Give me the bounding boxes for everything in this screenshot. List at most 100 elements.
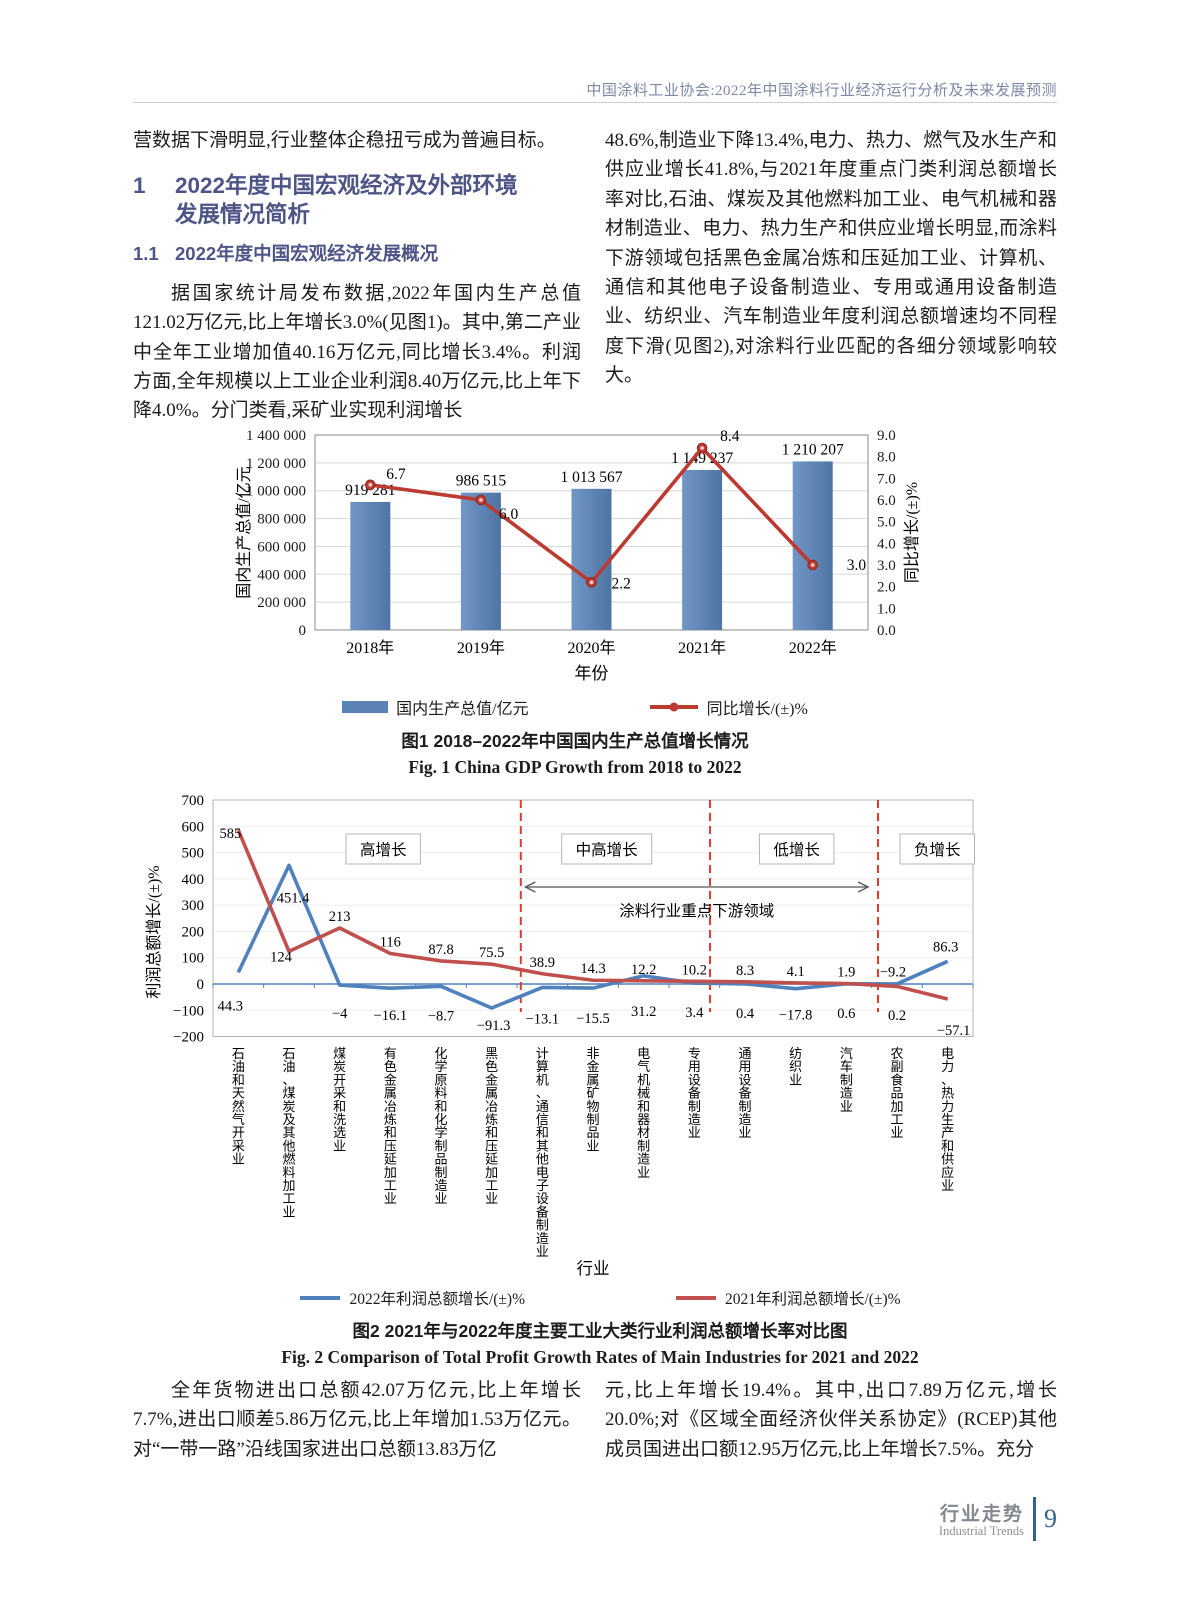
figure-2-caption-cn: 图2 2021年与2022年度主要工业大类行业利润总额增长率对比图 — [352, 1321, 848, 1341]
left-column: 营数据下滑明显,行业整体企稳扭亏成为普遍目标。 1 2022年度中国宏观经济及外… — [133, 126, 581, 426]
bottom-left-column: 全年货物进出口总额42.07万亿元,比上年增长7.7%,进出口顺差5.86万亿元… — [133, 1376, 581, 1464]
svg-text:−91.3: −91.3 — [477, 1018, 511, 1034]
svg-text:石油、煤炭及其他燃料加工业: 石油、煤炭及其他燃料加工业 — [282, 1046, 295, 1219]
svg-text:6.0: 6.0 — [877, 493, 896, 509]
svg-text:−100: −100 — [173, 1003, 204, 1019]
svg-text:100: 100 — [182, 951, 205, 967]
svg-text:800 000: 800 000 — [257, 512, 306, 528]
svg-text:700: 700 — [182, 793, 205, 809]
svg-text:400 000: 400 000 — [257, 567, 306, 583]
figure-1-legend: 国内生产总值/亿元 同比增长/(±)% — [225, 695, 925, 719]
section-1-1-number: 1.1 — [133, 243, 159, 265]
svg-text:116: 116 — [380, 935, 401, 951]
legend-item-growth: 同比增长/(±)% — [649, 695, 808, 719]
svg-text:14.3: 14.3 — [580, 961, 605, 977]
figure-2: 700 600 500 400 300 200 100 0 −100 −200 高增长 中高增长 低增长… — [140, 790, 1060, 1368]
svg-text:1 210 207: 1 210 207 — [782, 441, 844, 458]
svg-text:585: 585 — [219, 826, 241, 842]
left-intro-line: 营数据下滑明显,行业整体企稳扭亏成为普遍目标。 — [133, 130, 556, 151]
svg-text:0.0: 0.0 — [877, 623, 896, 639]
footer-title-en: Industrial Trends — [938, 1524, 1024, 1538]
svg-text:8.3: 8.3 — [736, 963, 754, 979]
svg-text:负增长: 负增长 — [914, 841, 961, 859]
svg-text:87.8: 87.8 — [428, 942, 453, 958]
svg-text:2020年: 2020年 — [567, 639, 615, 657]
svg-text:黑色金属冶炼和压延加工业: 黑色金属冶炼和压延加工业 — [485, 1046, 498, 1206]
gdp-bar-swatch — [342, 701, 389, 713]
svg-text:非金属矿物制品业: 非金属矿物制品业 — [586, 1046, 599, 1153]
svg-text:专用设备制造业: 专用设备制造业 — [688, 1046, 701, 1140]
line-2021-swatch — [676, 1296, 716, 1300]
fig2-axis-title: 利润总额增长/(±)% — [145, 865, 163, 998]
svg-text:2.2: 2.2 — [612, 575, 631, 592]
svg-text:农副食品加工业: 农副食品加工业 — [890, 1046, 903, 1140]
figure-1-caption-en: Fig. 1 China GDP Growth from 2018 to 202… — [408, 757, 742, 777]
svg-text:汽车制造业: 汽车制造业 — [840, 1046, 853, 1114]
zone-labels: 高增长 中高增长 低增长 负增长 — [345, 833, 976, 865]
svg-text:7.0: 7.0 — [877, 471, 896, 487]
svg-text:4.0: 4.0 — [877, 536, 896, 552]
svg-text:9.0: 9.0 — [877, 428, 896, 444]
figure-1-caption-cn: 图1 2018–2022年中国国内生产总值增长情况 — [401, 731, 749, 751]
bottom-left-paragraph: 全年货物进出口总额42.07万亿元,比上年增长7.7%,进出口顺差5.86万亿元… — [133, 1380, 581, 1460]
page-footer: 行业走势 Industrial Trends 9 — [0, 1497, 1057, 1541]
bottom-right-paragraph: 元,比上年增长19.4%。其中,出口7.89万亿元,增长20.0%;对《区域全面… — [605, 1380, 1057, 1460]
svg-text:高增长: 高增长 — [360, 841, 407, 859]
fig2-xlabel: 行业 — [577, 1259, 610, 1278]
downstream-arrow — [523, 881, 870, 893]
svg-text:−8.7: −8.7 — [428, 1008, 454, 1024]
legend-label-growth: 同比增长/(±)% — [706, 701, 808, 718]
svg-text:5.0: 5.0 — [877, 515, 896, 531]
svg-text:1 013 567: 1 013 567 — [561, 469, 623, 486]
section-1-heading: 1 2022年度中国宏观经济及外部环境 发展情况简析 — [133, 171, 581, 229]
fig1-right-axis-title: 同比增长/(±)% — [903, 482, 921, 583]
svg-text:400: 400 — [182, 872, 205, 888]
gdp-bar — [682, 469, 723, 630]
svg-text:8.0: 8.0 — [877, 450, 896, 466]
right-paragraph: 48.6%,制造业下降13.4%,电力、热力、燃气及水生产和供应业增长41.8%… — [605, 130, 1057, 387]
gdp-bar — [350, 501, 391, 630]
line-2022-swatch — [300, 1296, 341, 1300]
svg-text:电力、热力生产和供应业: 电力、热力生产和供应业 — [941, 1046, 954, 1193]
svg-text:6.0: 6.0 — [499, 506, 519, 523]
right-column: 48.6%,制造业下降13.4%,电力、热力、燃气及水生产和供应业增长41.8%… — [605, 126, 1057, 426]
svg-text:1.9: 1.9 — [837, 965, 855, 981]
svg-text:0.6: 0.6 — [837, 1006, 855, 1022]
svg-text:75.5: 75.5 — [479, 945, 504, 961]
svg-text:3.0: 3.0 — [847, 557, 867, 574]
fig1-x-labels: 2018年 2019年 2020年 2021年 2022年 — [346, 639, 836, 657]
section-1-title: 2022年度中国宏观经济及外部环境 发展情况简析 — [175, 173, 518, 228]
gdp-bar — [571, 488, 612, 630]
svg-text:2022年: 2022年 — [789, 639, 837, 657]
left-paragraph: 据国家统计局发布数据,2022年国内生产总值121.02万亿元,比上年增长3.0… — [133, 282, 581, 422]
gdp-bar — [460, 492, 501, 630]
svg-text:0: 0 — [197, 977, 205, 993]
line-2022 — [236, 863, 949, 1010]
svg-text:0: 0 — [299, 623, 307, 639]
profit-growth-chart: 700 600 500 400 300 200 100 0 −100 −200 高增长 中高增长 低增长… — [145, 793, 976, 1278]
svg-text:计算机、通信和其他电子设备制造业: 计算机、通信和其他电子设备制造业 — [536, 1046, 549, 1259]
svg-text:86.3: 86.3 — [933, 939, 958, 955]
svg-text:−9.2: −9.2 — [880, 964, 906, 980]
svg-text:0.4: 0.4 — [736, 1006, 755, 1022]
fig2-category-labels: 石油和天然气开采业 石油、煤炭及其他燃料加工业 煤炭开采和洗选业 有色金属冶炼和压延加… — [232, 1046, 954, 1259]
svg-text:986 515: 986 515 — [456, 473, 507, 490]
footer-title-cn: 行业走势 — [939, 1504, 1024, 1525]
labels-2022: 44.3 451.4 −4 −16.1 −8.7 −91.3 −13.1 −15.5 31.2 3… — [218, 890, 959, 1034]
page-number: 9 — [1044, 1504, 1057, 1533]
svg-text:1 000 000: 1 000 000 — [246, 484, 306, 500]
svg-text:44.3: 44.3 — [218, 998, 243, 1014]
svg-text:低增长: 低增长 — [773, 841, 820, 859]
svg-text:451.4: 451.4 — [277, 890, 310, 906]
bottom-right-column: 元,比上年增长19.4%。其中,出口7.89万亿元,增长20.0%;对《区域全面… — [605, 1376, 1057, 1464]
svg-text:石油和天然气开采业: 石油和天然气开采业 — [232, 1046, 245, 1167]
svg-text:煤炭开采和洗选业: 煤炭开采和洗选业 — [333, 1046, 346, 1153]
line-2021 — [236, 829, 949, 1001]
svg-text:中高增长: 中高增长 — [576, 841, 638, 859]
svg-text:−16.1: −16.1 — [374, 1008, 408, 1024]
svg-text:1.0: 1.0 — [877, 601, 896, 617]
svg-text:2021年: 2021年 — [678, 639, 726, 657]
svg-text:−200: −200 — [173, 1030, 204, 1046]
svg-text:8.4: 8.4 — [720, 428, 740, 445]
